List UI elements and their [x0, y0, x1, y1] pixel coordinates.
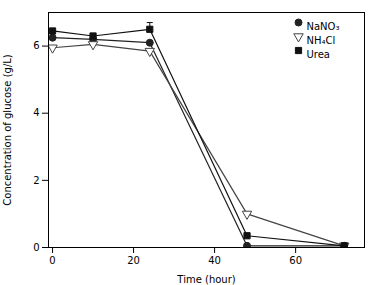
svg-text:NaNO₃: NaNO₃	[307, 21, 340, 32]
svg-text:0: 0	[33, 242, 39, 253]
svg-text:6: 6	[33, 40, 39, 51]
svg-text:20: 20	[127, 255, 140, 266]
svg-text:NH₄Cl: NH₄Cl	[307, 35, 336, 46]
svg-text:0: 0	[49, 255, 55, 266]
svg-text:Urea: Urea	[307, 49, 331, 60]
svg-text:2: 2	[33, 175, 39, 186]
svg-text:Concentration of glucose (g/L): Concentration of glucose (g/L)	[2, 54, 13, 206]
svg-text:40: 40	[208, 255, 221, 266]
svg-text:60: 60	[289, 255, 302, 266]
svg-text:4: 4	[33, 107, 39, 118]
svg-text:Time (hour): Time (hour)	[176, 274, 235, 285]
